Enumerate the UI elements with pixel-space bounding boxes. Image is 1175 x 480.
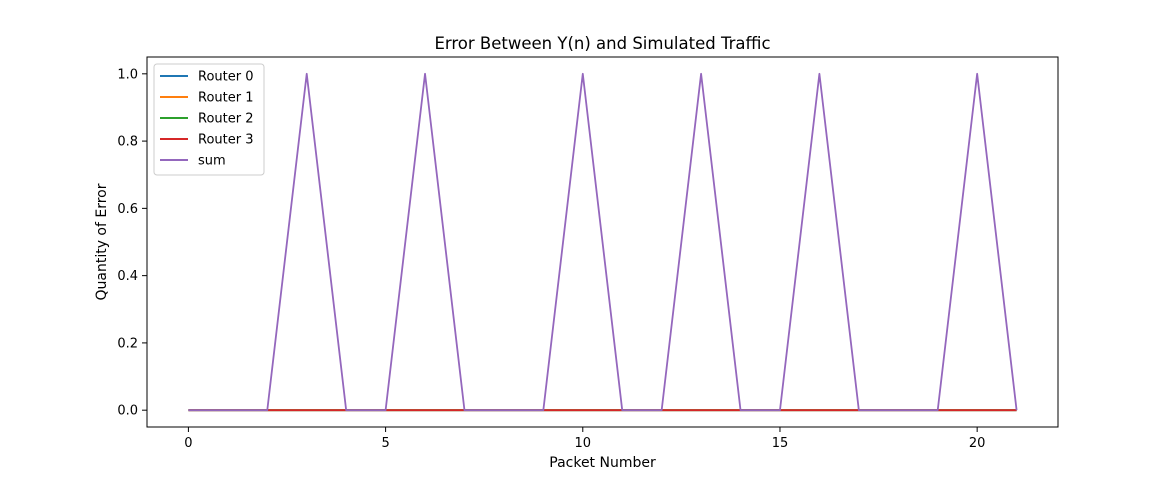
legend-label: Router 1 [198, 91, 254, 106]
legend-label: Router 0 [198, 70, 254, 85]
y-tick-label: 0.0 [117, 404, 138, 419]
y-tick-label: 0.8 [117, 135, 138, 150]
legend: Router 0 Router 1 Router 2 Router 3 sum [153, 63, 265, 176]
x-tick-label: 20 [969, 436, 986, 451]
legend-label: sum [198, 154, 226, 169]
chart-title: Error Between Y(n) and Simulated Traffic [434, 34, 770, 53]
y-tick-label: 0.2 [117, 336, 138, 351]
legend-label: Router 2 [198, 112, 254, 127]
y-tick-label: 1.0 [117, 67, 138, 82]
plot-frame [146, 56, 1059, 428]
plot-lines [188, 72, 1018, 412]
x-axis-label: Packet Number [549, 455, 656, 471]
x-tick-label: 0 [184, 436, 192, 451]
y-tick-label: 0.4 [117, 269, 138, 284]
x-tick-label: 10 [575, 436, 592, 451]
x-axis-ticks: 0 5 10 15 20 [184, 427, 985, 451]
y-axis-ticks: 0.0 0.2 0.4 0.6 0.8 1.0 [117, 67, 147, 419]
x-tick-label: 15 [772, 436, 789, 451]
legend-label: Router 3 [198, 133, 254, 148]
y-axis-label: Quantity of Error [94, 183, 110, 300]
legend-box [153, 63, 265, 176]
y-tick-label: 0.6 [117, 202, 138, 217]
x-tick-label: 5 [381, 436, 389, 451]
series-line-sum [188, 72, 1018, 412]
